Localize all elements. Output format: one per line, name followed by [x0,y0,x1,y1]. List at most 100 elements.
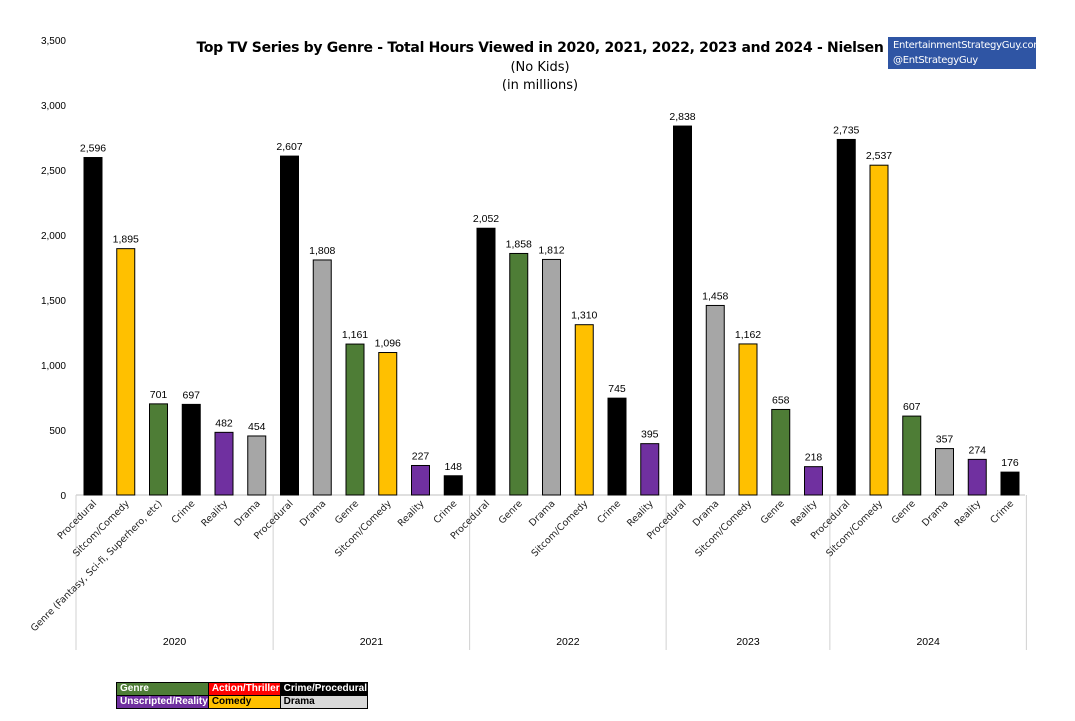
bar [902,415,922,496]
category-label: Crime [432,498,460,526]
group-year-label: 2022 [556,636,580,648]
bar [640,443,660,496]
bar-value-label: 395 [641,429,659,441]
category-label: Genre [890,498,918,526]
brand-handle: @EntStrategyGuy [893,55,978,66]
bar [378,352,398,496]
bar-value-label: 176 [1001,457,1019,469]
bar-value-label: 1,310 [571,310,597,322]
brand-box: EntertainmentStrategyGuy.com @EntStrateg… [888,37,1043,69]
group-year-label: 2023 [736,636,760,648]
bar [673,125,692,496]
category-label: Drama [691,498,721,528]
category-label: Genre [497,498,525,526]
legend-unscripted-reality: Unscripted/Reality [116,695,209,709]
bar [738,343,758,496]
y-tick-label: 1,000 [41,361,66,372]
category-label: Drama [920,498,950,528]
legend-action-thriller: Action/Thriller [207,682,281,696]
bar [509,252,529,496]
bar [542,258,561,496]
y-tick-label: 0 [60,491,66,502]
bar-value-label: 454 [248,421,266,433]
y-tick-label: 3,000 [41,101,66,112]
category-label: Drama [298,498,328,528]
category-label: Reality [789,498,820,529]
y-tick-label: 2,500 [41,166,66,177]
category-label: Genre [759,498,787,526]
bar [869,164,889,496]
chart-subtitle-units: (in millions) [501,78,579,93]
bar-value-label: 1,858 [506,238,532,250]
bar-value-label: 1,162 [735,329,761,341]
bar-value-label: 1,161 [342,329,368,341]
bar-value-label: 697 [182,389,200,401]
bar-value-label: 2,052 [473,213,499,225]
bar [836,138,856,496]
y-tick-label: 1,500 [41,296,66,307]
group-year-label: 2024 [916,636,940,648]
bar [411,464,430,496]
bar-value-label: 218 [805,452,823,464]
chart-header: Top TV Series by Genre - Total Hours Vie… [130,40,950,93]
legend-genre: Genre [116,682,209,696]
bar [83,157,103,496]
brand-site: EntertainmentStrategyGuy.com [893,40,1043,51]
bar [1000,471,1020,496]
bar-value-label: 357 [936,434,954,446]
bar-value-label: 658 [772,394,790,406]
category-label: Sitcom/Comedy [693,498,754,559]
legend-comedy: Comedy [207,695,281,709]
category-label: Crime [595,498,623,526]
bar [181,403,201,496]
category-label: Reality [396,498,427,529]
bar [312,259,332,496]
bar-value-label: 745 [608,383,626,395]
bar [116,248,136,496]
group-year-label: 2020 [163,636,187,648]
category-label: Crime [988,498,1016,526]
bar-value-label: 1,096 [375,338,401,350]
bar [804,466,823,496]
bar-value-label: 701 [150,389,168,401]
bar-value-label: 2,596 [80,143,106,155]
bar [705,304,725,496]
legend-crime-procedural: Crime/Procedural [279,682,368,696]
bar-value-label: 227 [412,450,430,462]
category-label: Sitcom/Comedy [71,498,132,559]
y-tick-label: 3,500 [41,36,66,47]
category-label: Reality [953,498,984,529]
category-label: Drama [232,498,262,528]
bar-value-label: 1,895 [113,234,139,246]
bar [443,475,463,496]
category-label: Sitcom/Comedy [529,498,590,559]
category-label: Drama [527,498,557,528]
bar-value-label: 482 [215,417,233,429]
bar [771,408,791,496]
chart-subtitle: (No Kids) [510,60,570,75]
bar-value-label: 2,537 [866,150,892,162]
bar-value-label: 148 [444,461,462,473]
legend-drama: Drama [279,695,368,709]
bar-value-label: 607 [903,401,921,413]
y-tick-label: 500 [49,426,66,437]
bar-value-label: 274 [968,444,986,456]
group-year-label: 2021 [360,636,384,648]
bar [149,403,168,496]
bar [476,227,496,496]
bar [574,324,594,496]
bar-value-label: 1,458 [702,290,728,302]
category-label: Reality [199,498,230,529]
bar-value-label: 1,812 [538,244,564,256]
bar-value-label: 2,735 [833,124,859,136]
bar [247,435,267,496]
y-tick-label: 2,000 [41,231,66,242]
category-label: Reality [625,498,656,529]
chart-title: Top TV Series by Genre - Total Hours Vie… [196,40,884,56]
bar [214,431,234,496]
category-label: Genre [333,498,361,526]
bar [935,448,954,496]
category-label: Sitcom/Comedy [824,498,885,559]
bar-value-label: 2,838 [669,111,695,123]
